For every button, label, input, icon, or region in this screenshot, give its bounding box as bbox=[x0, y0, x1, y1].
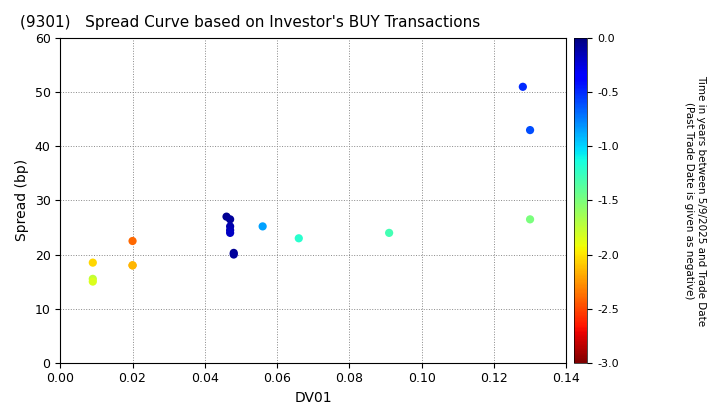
Point bbox=[127, 238, 138, 244]
Y-axis label: Time in years between 5/9/2025 and Trade Date
(Past Trade Date is given as negat: Time in years between 5/9/2025 and Trade… bbox=[684, 75, 706, 326]
X-axis label: DV01: DV01 bbox=[294, 391, 332, 405]
Point bbox=[225, 216, 236, 223]
Point bbox=[225, 227, 236, 234]
Point bbox=[524, 127, 536, 134]
Point bbox=[127, 262, 138, 269]
Point bbox=[127, 262, 138, 269]
Point bbox=[517, 84, 528, 90]
Point bbox=[221, 213, 233, 220]
Y-axis label: Spread (bp): Spread (bp) bbox=[15, 159, 29, 242]
Point bbox=[225, 223, 236, 230]
Point bbox=[87, 276, 99, 282]
Point bbox=[228, 249, 240, 256]
Point bbox=[383, 229, 395, 236]
Point bbox=[87, 278, 99, 285]
Point bbox=[228, 251, 240, 258]
Point bbox=[257, 223, 269, 230]
Text: (9301)   Spread Curve based on Investor's BUY Transactions: (9301) Spread Curve based on Investor's … bbox=[20, 15, 480, 30]
Point bbox=[225, 229, 236, 236]
Point bbox=[524, 216, 536, 223]
Point bbox=[293, 235, 305, 242]
Point bbox=[87, 259, 99, 266]
